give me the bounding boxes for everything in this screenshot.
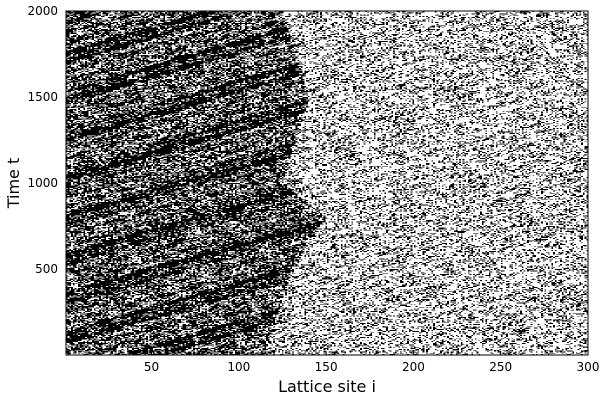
y-tick-label: 1500 [27,90,58,104]
spacetime-raster [66,11,588,355]
y-tick-label: 500 [35,262,58,276]
y-tick-label: 1000 [27,176,58,190]
x-tick-label: 50 [144,360,159,374]
y-axis: 500 1000 1500 2000 [27,4,70,276]
x-tick-label: 150 [315,360,338,374]
plot-area [65,10,589,356]
x-tick-label: 300 [577,360,600,374]
x-axis: 50 100 150 200 250 300 [144,351,600,374]
x-tick-label: 200 [402,360,425,374]
y-tick-label: 2000 [27,4,58,18]
y-axis-title: Time t [4,158,23,210]
x-tick-label: 250 [489,360,512,374]
x-axis-title: Lattice site i [278,377,376,396]
x-tick-label: 100 [227,360,250,374]
